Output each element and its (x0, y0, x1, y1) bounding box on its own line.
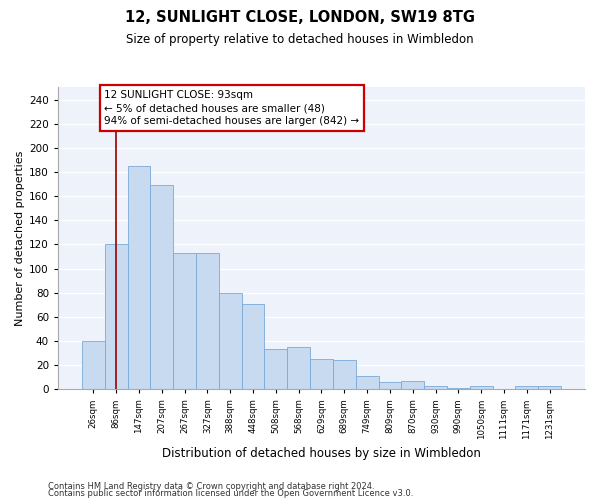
Bar (287, 347, 310, 390)
Bar (424, 386, 447, 390)
Y-axis label: Number of detached properties: Number of detached properties (15, 150, 25, 326)
Bar (470, 386, 493, 390)
Text: Contains public sector information licensed under the Open Government Licence v3: Contains public sector information licen… (48, 490, 413, 498)
Bar (379, 382, 401, 390)
Bar (82, 341, 105, 390)
Text: Size of property relative to detached houses in Wimbledon: Size of property relative to detached ho… (126, 32, 474, 46)
Bar (128, 166, 151, 390)
Bar (356, 376, 379, 390)
Text: Contains HM Land Registry data © Crown copyright and database right 2024.: Contains HM Land Registry data © Crown c… (48, 482, 374, 491)
Text: 12 SUNLIGHT CLOSE: 93sqm
← 5% of detached houses are smaller (48)
94% of semi-de: 12 SUNLIGHT CLOSE: 93sqm ← 5% of detache… (104, 90, 359, 126)
Bar (515, 386, 538, 390)
Bar (310, 359, 333, 390)
Bar (196, 253, 219, 390)
Text: 12, SUNLIGHT CLOSE, LONDON, SW19 8TG: 12, SUNLIGHT CLOSE, LONDON, SW19 8TG (125, 10, 475, 25)
Bar (447, 388, 470, 390)
Bar (173, 253, 196, 390)
Bar (401, 381, 424, 390)
Bar (265, 350, 287, 390)
X-axis label: Distribution of detached houses by size in Wimbledon: Distribution of detached houses by size … (162, 447, 481, 460)
Bar (105, 244, 128, 390)
Bar (242, 304, 265, 390)
Bar (151, 186, 173, 390)
Bar (219, 292, 242, 390)
Bar (333, 360, 356, 390)
Bar (538, 386, 561, 390)
